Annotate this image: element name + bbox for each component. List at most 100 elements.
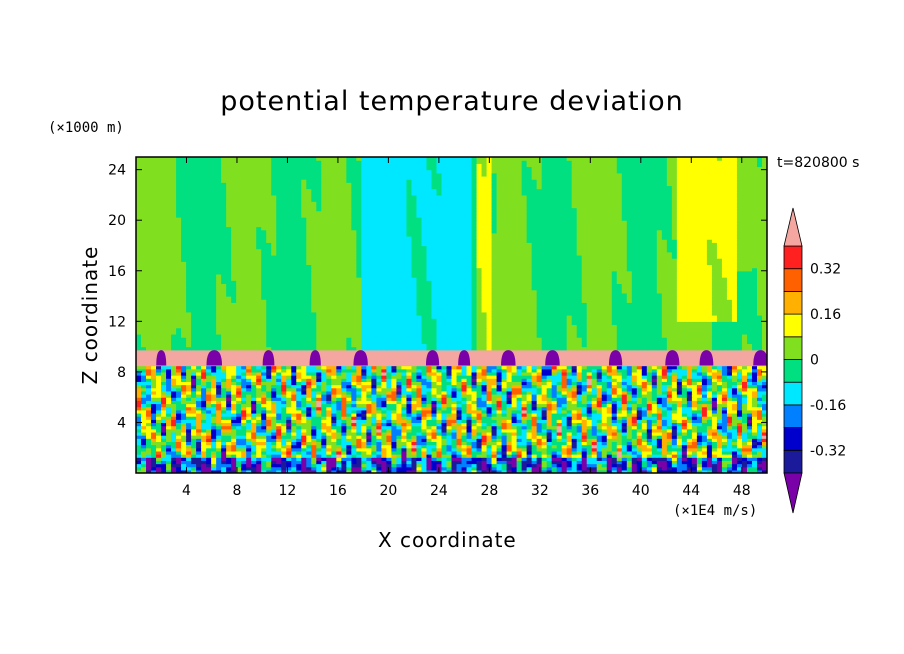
field-cell (536, 400, 543, 405)
field-cell (701, 384, 708, 389)
field-cell (496, 463, 503, 468)
field-cell (646, 431, 653, 436)
field-cell (571, 403, 578, 408)
field-cell (536, 371, 543, 376)
field-cell (316, 397, 322, 401)
field-cell (636, 403, 643, 408)
field-cell (171, 403, 177, 408)
field-cell (381, 352, 387, 357)
field-cell (431, 425, 438, 430)
field-cell (416, 384, 423, 389)
field-cell (736, 454, 743, 458)
field-cell (136, 368, 142, 373)
field-cell (761, 425, 767, 430)
field-cell (666, 403, 673, 408)
field-cell (616, 378, 623, 382)
field-cell (341, 381, 347, 386)
field-cell (241, 416, 247, 420)
field-cell (371, 362, 377, 367)
field-cell (526, 375, 533, 379)
field-cell (446, 346, 453, 351)
field-cell (651, 428, 658, 433)
field-cell (586, 419, 593, 424)
field-cell (411, 381, 418, 386)
field-cell (616, 450, 623, 455)
field-cell (481, 346, 488, 351)
field-cell (626, 397, 633, 401)
field-cell (566, 400, 573, 405)
field-cell (641, 469, 648, 473)
field-cell (576, 365, 583, 370)
field-cell (281, 463, 287, 468)
field-cell (501, 438, 508, 442)
field-cell (756, 409, 763, 414)
field-cell (341, 384, 347, 389)
field-cell (481, 428, 488, 433)
field-cell (271, 390, 277, 395)
field-cell (326, 412, 332, 417)
field-cell (641, 466, 648, 471)
field-cell (376, 409, 382, 414)
field-cell (201, 422, 207, 427)
field-cell (346, 352, 352, 357)
field-cell (311, 371, 317, 376)
field-cell (426, 397, 433, 401)
field-cell (366, 412, 372, 417)
field-cell (501, 412, 508, 417)
field-cell (181, 425, 187, 430)
field-cell (271, 378, 277, 382)
field-cell (241, 397, 247, 401)
field-cell (646, 450, 653, 455)
field-cell (746, 428, 753, 433)
field-cell (306, 397, 312, 401)
field-cell (576, 419, 583, 424)
field-cell (531, 454, 538, 458)
field-cell (721, 441, 728, 446)
field-cell (636, 362, 643, 367)
field-cell (266, 384, 272, 389)
field-cell (591, 419, 598, 424)
field-cell (751, 416, 758, 420)
field-cell (241, 447, 247, 452)
field-cell (666, 438, 673, 442)
field-cell (661, 428, 668, 433)
field-cell (291, 400, 297, 405)
field-cell (731, 406, 738, 411)
field-cell (281, 394, 287, 398)
field-cell (401, 435, 408, 439)
field-cell (341, 394, 347, 398)
field-cell (656, 438, 663, 442)
field-cell (726, 412, 733, 417)
field-cell (271, 454, 277, 458)
field-cell (321, 349, 327, 354)
field-cell (391, 352, 398, 357)
field-cell (286, 422, 292, 427)
field-cell (256, 390, 262, 395)
field-cell (196, 390, 202, 395)
field-cell (441, 397, 448, 401)
field-cell (516, 365, 523, 370)
field-cell (241, 431, 247, 436)
field-cell (386, 371, 393, 376)
field-cell (281, 403, 287, 408)
field-cell (611, 416, 618, 420)
field-cell (536, 365, 543, 370)
field-cell (276, 384, 282, 389)
field-cell (271, 365, 277, 370)
field-cell (236, 438, 242, 442)
field-cell (331, 447, 337, 452)
field-cell (451, 394, 458, 398)
field-cell (521, 422, 528, 427)
field-cell (331, 387, 337, 392)
field-cell (716, 425, 723, 430)
field-cell (326, 349, 332, 354)
field-cell (451, 409, 458, 414)
field-cell (531, 390, 538, 395)
field-cell (371, 403, 377, 408)
field-cell (441, 365, 448, 370)
field-cell (341, 397, 347, 401)
field-cell (616, 397, 623, 401)
field-cell (751, 435, 758, 439)
field-cell (281, 368, 287, 373)
field-cell (176, 365, 182, 370)
